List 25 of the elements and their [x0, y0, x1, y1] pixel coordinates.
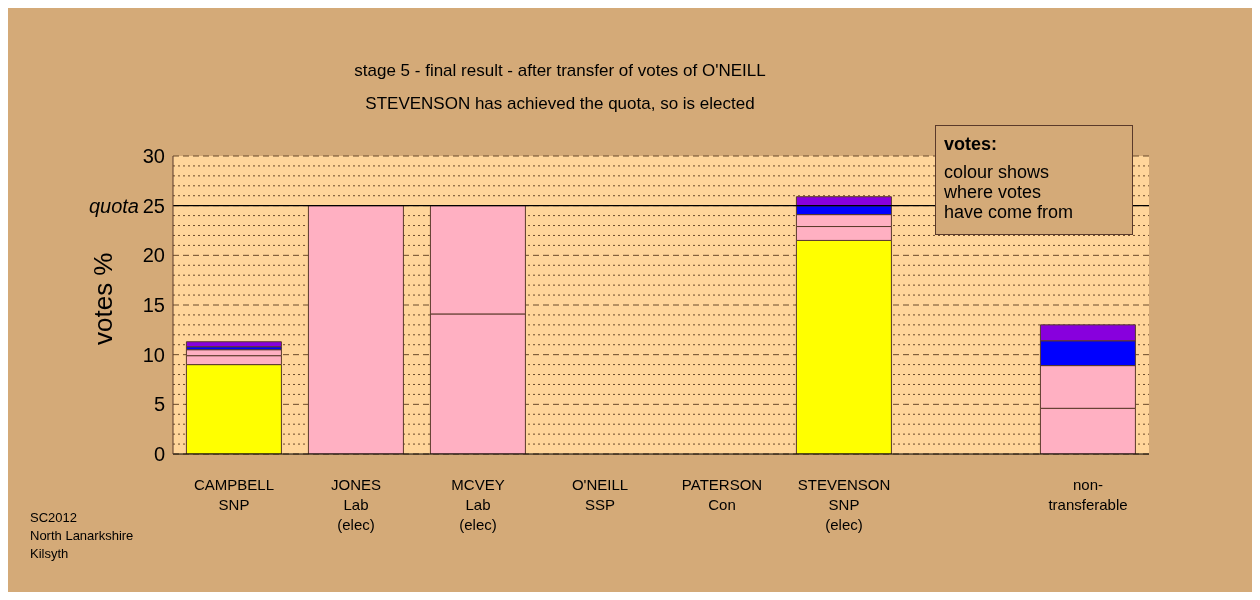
x-tick-label: PATERSON Con [681, 476, 763, 513]
y-tick-label: 5 [153, 393, 165, 416]
x-tick-label: non- transferable [1048, 476, 1128, 513]
bar [307, 205, 404, 454]
chart-title: stage 5 - final result - after transfer of votes of O'NEILL [354, 61, 766, 80]
chart-subtitle: STEVENSON has achieved the quota, so is elected [365, 94, 755, 113]
y-tick-label: 20 [142, 244, 165, 267]
ref-line-label: quota [88, 194, 139, 217]
x-tick-label: CAMPBELL SNP [193, 476, 275, 513]
text: North Lanarkshire [30, 528, 134, 543]
note-box: votes: colour shows where votes have come from [935, 125, 1133, 235]
y-tick-label: 30 [142, 145, 165, 167]
x-tick-label: O'NEILL SSP [571, 476, 629, 513]
x-tick-label: STEVENSON SNP (elec) [797, 476, 891, 533]
x-tick-label: JONES Lab (elec) [330, 476, 382, 533]
y-tick-label: 0 [153, 443, 165, 465]
y-tick-label: 25 [142, 194, 165, 217]
text: SC2012 [30, 510, 77, 525]
y-tick-label: 15 [142, 294, 165, 316]
text: Kilsyth [30, 546, 69, 561]
y-axis-title: votes % [88, 252, 119, 345]
x-tick-label: MCVEY Lab (elec) [451, 476, 505, 533]
bar [185, 341, 282, 348]
annotation: colour shows where votes have come from [944, 162, 1075, 222]
y-tick-label: 10 [142, 343, 165, 366]
